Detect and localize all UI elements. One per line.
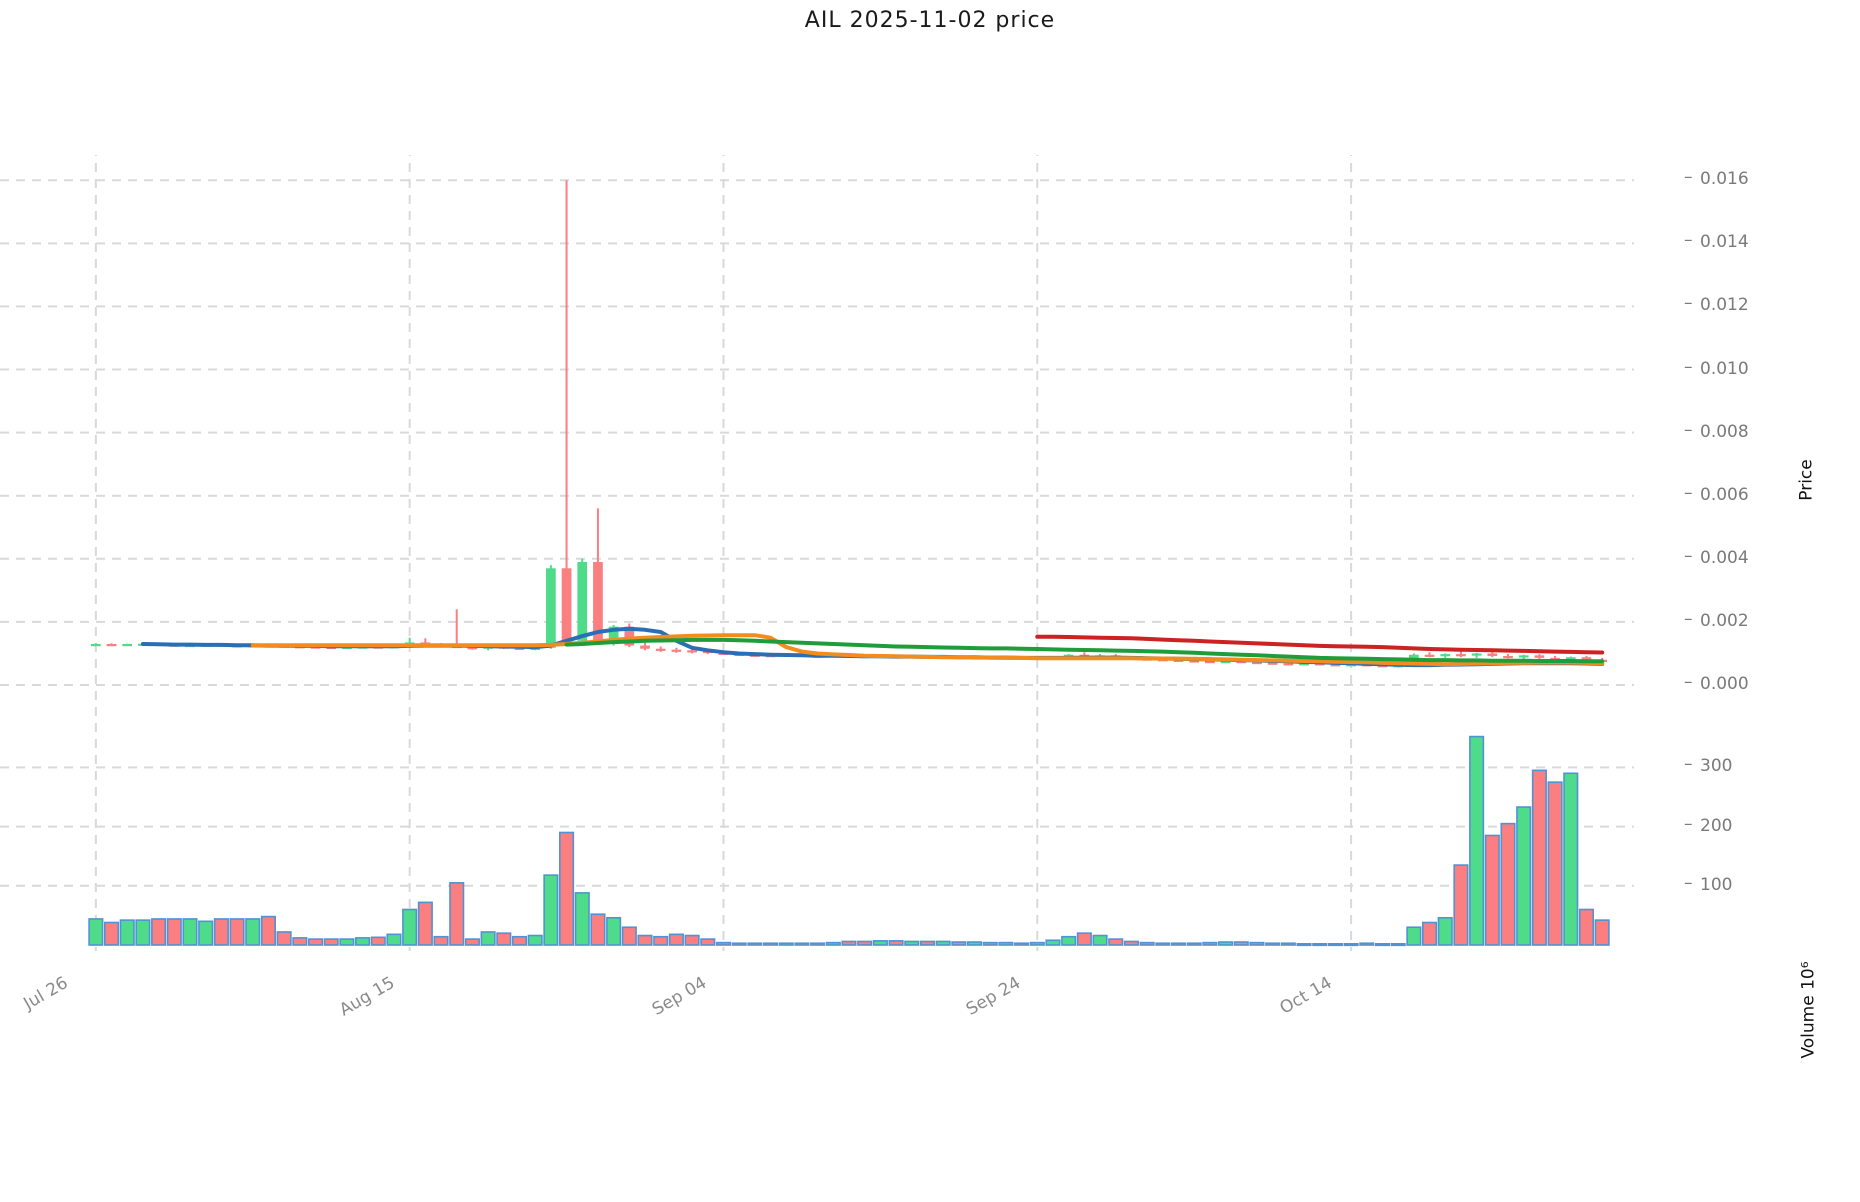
- price-tick-label: 0.016: [1700, 169, 1749, 190]
- price-tick-label: 0.010: [1700, 358, 1749, 379]
- price-tick-mark: –: [1684, 608, 1693, 629]
- volume-series: [88, 735, 1610, 947]
- volume-axis-title: Volume 10⁶: [1798, 961, 1819, 1059]
- price-tick-mark: –: [1684, 482, 1693, 503]
- ma-line-ma_orange: [250, 633, 1605, 667]
- volume-tick-label: 100: [1700, 874, 1733, 895]
- price-tick-label: 0.000: [1700, 674, 1749, 694]
- price-tick-mark: –: [1684, 419, 1693, 440]
- volume-tick-mark: –: [1684, 754, 1693, 775]
- price-tick-label: 0.002: [1700, 610, 1749, 631]
- volume-tick-label: 200: [1700, 815, 1733, 836]
- volume-tick-mark: –: [1684, 813, 1693, 834]
- price-tick-label: 0.006: [1700, 484, 1749, 505]
- price-tick-label: 0.012: [1700, 295, 1749, 316]
- chart-canvas: [0, 155, 1634, 951]
- price-tick-mark: –: [1684, 167, 1693, 188]
- grid-lines: [0, 155, 1634, 951]
- chart-title: AIL 2025-11-02 price: [804, 8, 1056, 33]
- price-tick-mark: –: [1684, 545, 1693, 566]
- price-tick-mark: –: [1684, 293, 1693, 314]
- price-axis-title: Price: [1796, 459, 1817, 501]
- ma-line-ma_red: [1035, 634, 1605, 655]
- price-tick-mark: –: [1684, 672, 1693, 692]
- price-tick-label: 0.008: [1700, 421, 1749, 442]
- volume-tick-mark: –: [1684, 872, 1693, 893]
- price-tick-label: 0.004: [1700, 547, 1749, 568]
- volume-tick-label: 300: [1700, 756, 1733, 777]
- candlestick-series: [90, 180, 1608, 668]
- price-tick-mark: –: [1684, 230, 1693, 251]
- ma-line-ma_green: [564, 637, 1605, 664]
- plot-area: [0, 155, 1692, 1115]
- price-tick-label: 0.014: [1700, 232, 1749, 253]
- price-tick-mark: –: [1684, 356, 1693, 377]
